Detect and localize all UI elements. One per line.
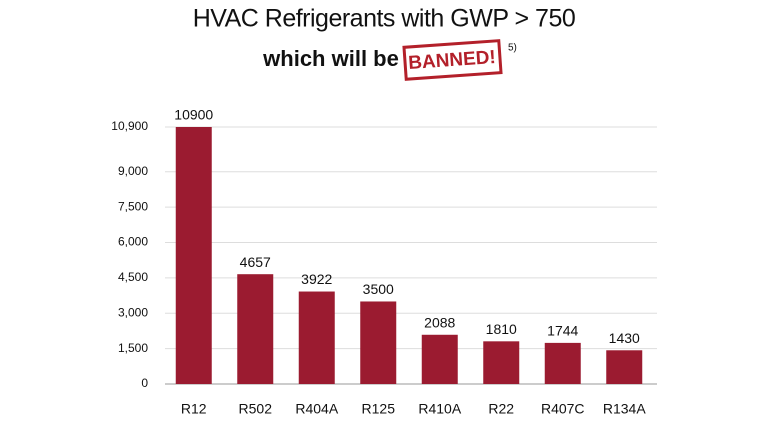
y-tick-label: 6,000 <box>118 235 148 249</box>
x-tick-label: R134A <box>603 401 646 417</box>
chart-subtitle: which will be <box>262 46 399 71</box>
y-tick-label: 1,500 <box>118 341 148 355</box>
value-label: 3500 <box>363 281 394 297</box>
bar <box>237 274 274 384</box>
x-tick-label: R12 <box>181 401 207 417</box>
stamp-border <box>402 39 503 81</box>
x-tick-label: R125 <box>362 401 396 417</box>
y-tick-label: 9,000 <box>118 164 148 178</box>
value-label: 10900 <box>174 107 213 123</box>
bar <box>298 291 335 384</box>
y-tick-label: 0 <box>141 376 148 390</box>
x-tick-label: R407C <box>541 401 585 417</box>
x-tick-label: R502 <box>239 401 273 417</box>
bar <box>483 341 520 384</box>
value-label: 3922 <box>301 271 332 287</box>
x-tick-label: R22 <box>488 401 514 417</box>
bar <box>606 350 643 384</box>
value-label: 1430 <box>609 330 640 346</box>
y-tick-label: 7,500 <box>118 199 148 213</box>
value-label: 2088 <box>424 314 455 330</box>
value-label: 1810 <box>486 321 517 337</box>
bar <box>421 334 458 384</box>
bar <box>544 342 581 384</box>
y-tick-label: 4,500 <box>118 270 148 284</box>
x-tick-label: R404A <box>295 401 338 417</box>
bar <box>175 127 212 384</box>
chart-title: HVAC Refrigerants with GWP > 750 <box>193 5 576 33</box>
banned-stamp: BANNED! <box>402 39 503 81</box>
bar <box>360 301 397 384</box>
value-label: 4657 <box>240 254 271 270</box>
value-label: 1744 <box>547 323 578 339</box>
stamp-text: BANNED! <box>408 47 497 74</box>
y-tick-label: 3,000 <box>118 305 148 319</box>
y-tick-label: 10,900 <box>111 119 148 133</box>
footnote: 5) <box>508 43 517 54</box>
x-tick-label: R410A <box>418 401 461 417</box>
